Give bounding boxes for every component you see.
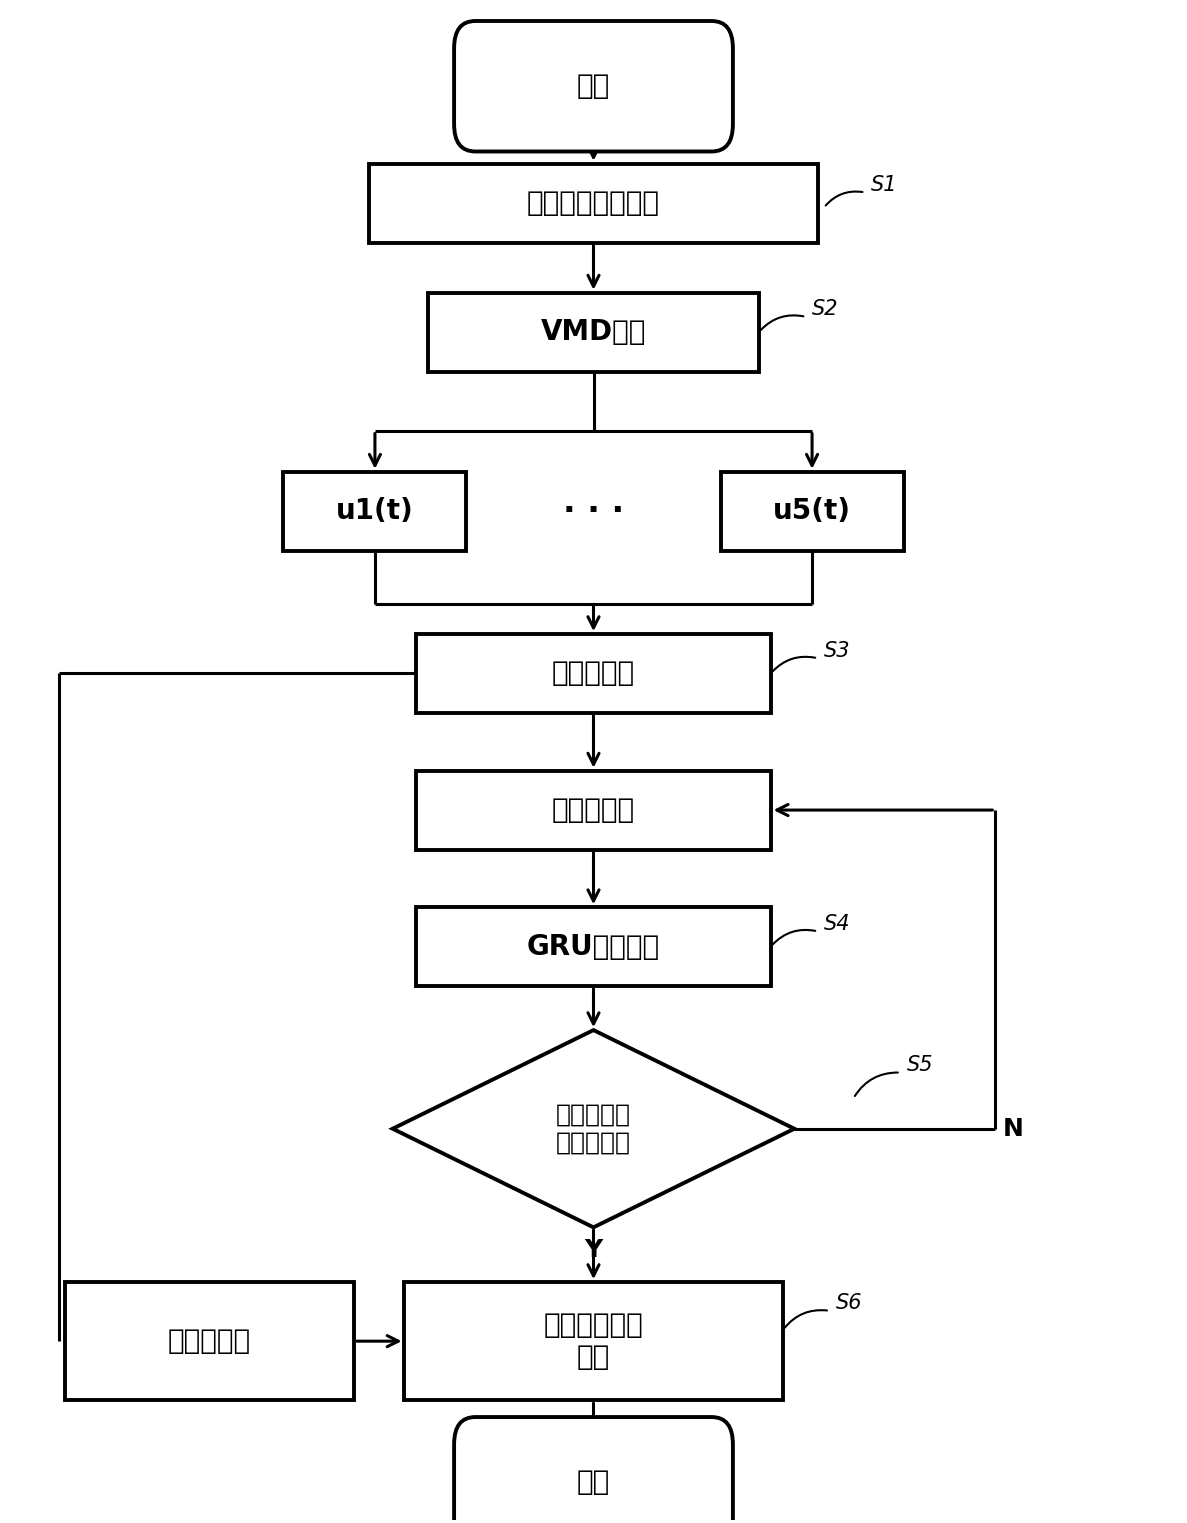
Bar	[721, 472, 903, 551]
Text: S5: S5	[907, 1055, 933, 1075]
Bar	[65, 1282, 354, 1400]
Text: S2: S2	[812, 300, 838, 320]
Text: 归一化数据: 归一化数据	[552, 659, 635, 687]
Text: 根据损失函
数更新模型: 根据损失函 数更新模型	[556, 1103, 631, 1154]
Text: VMD分解: VMD分解	[541, 318, 646, 346]
Bar	[284, 472, 466, 551]
Text: 开始: 开始	[577, 72, 610, 101]
Bar	[369, 163, 818, 242]
Text: u1(t): u1(t)	[336, 496, 414, 525]
Text: 训练集数据: 训练集数据	[552, 797, 635, 824]
Bar	[429, 292, 758, 372]
Text: u5(t): u5(t)	[773, 496, 851, 525]
Bar	[417, 634, 770, 713]
Bar	[417, 771, 770, 850]
FancyBboxPatch shape	[455, 1416, 732, 1523]
Text: S3: S3	[824, 641, 850, 661]
Polygon shape	[393, 1030, 794, 1228]
Text: GRU网络训练: GRU网络训练	[527, 932, 660, 961]
Text: S4: S4	[824, 914, 850, 934]
Bar	[405, 1282, 782, 1400]
Text: S1: S1	[871, 175, 897, 195]
Text: S6: S6	[836, 1293, 862, 1313]
Text: 获取原始负荷数据: 获取原始负荷数据	[527, 189, 660, 218]
Text: 计算预测性能
指标: 计算预测性能 指标	[544, 1311, 643, 1371]
Text: 测试集数据: 测试集数据	[169, 1327, 252, 1355]
Text: · · ·: · · ·	[563, 495, 624, 527]
Text: 结束: 结束	[577, 1468, 610, 1496]
Text: N: N	[1003, 1116, 1023, 1141]
Text: Y: Y	[584, 1238, 603, 1263]
Bar	[417, 908, 770, 985]
FancyBboxPatch shape	[455, 21, 732, 151]
